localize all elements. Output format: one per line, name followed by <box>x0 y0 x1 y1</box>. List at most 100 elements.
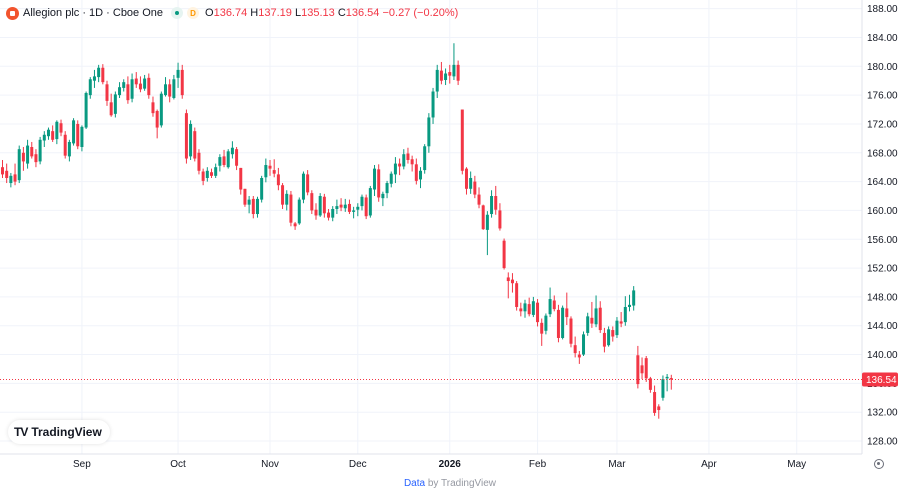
candle <box>126 76 130 104</box>
symbol-title[interactable]: Allegion plc · 1D · Cboe One <box>23 7 164 19</box>
price-tick-label: 128.00 <box>867 437 898 448</box>
candle-body <box>611 330 615 337</box>
candle <box>92 69 96 88</box>
price-tick-label: 188.00 <box>867 4 898 15</box>
candle <box>331 206 335 222</box>
candle-body <box>13 174 17 182</box>
candle-body <box>63 134 67 156</box>
time-tick-label: May <box>787 459 806 470</box>
candle <box>97 64 101 83</box>
candle <box>569 316 573 348</box>
candle-body <box>523 303 527 312</box>
candle-body <box>460 109 464 171</box>
candle <box>164 77 168 97</box>
candle <box>84 91 88 129</box>
candle-body <box>318 196 322 216</box>
candle <box>393 157 397 184</box>
candle-body <box>636 355 640 385</box>
time-tick-label: Sep <box>73 459 91 470</box>
dividend-badge[interactable]: D <box>187 7 200 19</box>
candle-body <box>632 290 636 306</box>
candle-body <box>406 153 410 160</box>
candle-body <box>536 302 540 323</box>
high-label: H <box>250 7 259 19</box>
candle-body <box>230 147 234 155</box>
visibility-eye-icon[interactable] <box>171 7 184 19</box>
candle-body <box>226 151 230 168</box>
tradingview-logo[interactable]: TV TradingView <box>8 420 110 444</box>
candle <box>289 190 293 227</box>
candle-body <box>314 209 318 216</box>
candle-body <box>9 175 13 184</box>
candle <box>377 164 381 202</box>
candle-body <box>164 84 168 96</box>
chart-settings-icon[interactable] <box>874 459 884 469</box>
candle-body <box>46 129 50 137</box>
price-tick-label: 164.00 <box>867 177 898 188</box>
candle <box>285 190 289 211</box>
candle-body <box>297 199 301 224</box>
candle <box>205 167 209 182</box>
candle <box>55 120 59 145</box>
candle-body <box>335 206 339 209</box>
candle-body <box>360 196 364 207</box>
candle <box>364 194 368 220</box>
candle <box>276 167 280 191</box>
candle <box>602 327 606 353</box>
candle-body <box>34 154 38 163</box>
candle-body <box>648 378 652 390</box>
candle-body <box>306 174 310 193</box>
candle-body <box>439 70 443 81</box>
candle <box>665 374 669 392</box>
candle-body <box>352 210 356 212</box>
candle-body <box>561 307 565 338</box>
data-link[interactable]: Data <box>403 478 426 489</box>
candle <box>636 345 640 389</box>
price-tick-label: 152.00 <box>867 264 898 275</box>
candlestick-series <box>1 43 673 419</box>
candle <box>264 158 268 183</box>
candle-body <box>540 322 544 334</box>
candle <box>314 203 318 220</box>
candle <box>218 154 222 172</box>
candle <box>189 120 193 160</box>
candle-body <box>477 194 481 205</box>
candle-body <box>389 173 393 184</box>
candle-body <box>155 110 159 128</box>
candle <box>552 295 556 312</box>
candle <box>481 204 485 230</box>
candle <box>628 294 631 312</box>
candle <box>26 139 30 169</box>
candle-body <box>327 212 331 218</box>
candle-body <box>485 214 489 230</box>
candle <box>582 331 586 356</box>
candle <box>615 317 619 338</box>
chart-legend: Allegion plc · 1D · Cboe One D O136.74 H… <box>6 5 458 21</box>
last-price-box <box>862 372 898 387</box>
candle <box>13 163 17 186</box>
candle-body <box>218 157 222 166</box>
candle-body <box>243 188 247 205</box>
candle <box>398 158 402 176</box>
candle <box>653 385 657 416</box>
candle <box>310 190 314 215</box>
candle-body <box>594 308 598 325</box>
candle <box>210 168 213 178</box>
candle-body <box>368 188 372 216</box>
last-price-marker: 136.54 <box>0 372 898 387</box>
candle-body <box>582 334 586 355</box>
candle <box>155 109 159 139</box>
candle-body <box>205 170 209 178</box>
candle-body <box>419 170 422 180</box>
candle-body <box>118 87 122 96</box>
price-tick-label: 168.00 <box>867 148 898 159</box>
candle <box>76 120 80 150</box>
candle-body <box>72 120 76 144</box>
candle-body <box>42 134 46 141</box>
candle <box>506 272 510 299</box>
candle <box>556 304 560 343</box>
candle <box>113 91 117 118</box>
candle <box>419 167 422 189</box>
candle <box>360 194 364 211</box>
